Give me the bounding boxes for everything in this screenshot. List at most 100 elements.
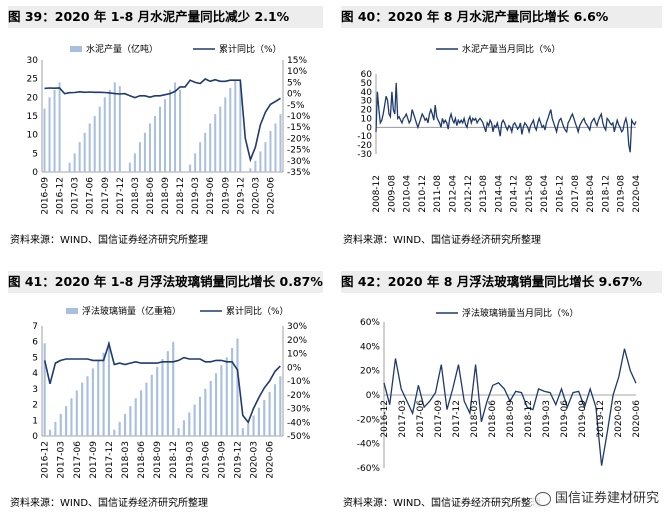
y-tick-label: 50 (361, 79, 373, 89)
bar (118, 86, 121, 172)
bar (273, 384, 277, 436)
bar (166, 351, 169, 436)
x-tick-label: 2018-06 (488, 400, 498, 438)
x-tick-label: 2017-03 (57, 441, 67, 479)
x-tick-label: 2019-06 (201, 441, 211, 479)
left-tick-label: 30 (27, 56, 39, 66)
bar (182, 420, 185, 436)
bar (252, 415, 255, 436)
y-tick-label: 60 (361, 70, 373, 80)
x-tick-label: 2017-12 (116, 177, 126, 215)
y-tick-label: -10 (357, 132, 372, 142)
x-tick-label: 2019-09 (217, 441, 227, 479)
y-tick-label: -30 (357, 150, 372, 160)
x-tick-label: 2018-12 (176, 177, 186, 215)
bar (150, 374, 153, 436)
bar (241, 428, 244, 436)
bar (263, 399, 266, 436)
x-tick-label: 2017-12 (105, 441, 115, 479)
right-tick-label: 15% (287, 56, 307, 66)
bar (133, 153, 136, 172)
x-tick-label: 2016-12 (56, 177, 66, 215)
bar (68, 162, 71, 172)
x-tick-label: 2016-12 (41, 441, 51, 479)
bar (75, 390, 78, 436)
x-tick-label: 2019-03 (542, 400, 552, 438)
left-tick-label: 15 (27, 112, 38, 122)
x-tick-label: 2017-09 (101, 177, 111, 215)
bar (214, 114, 217, 172)
bar (177, 428, 180, 436)
y-tick-label: 20 (361, 106, 373, 116)
x-tick-label: 2012-12 (464, 175, 474, 213)
x-tick-label: 2008-12 (372, 175, 382, 213)
x-tick-label: 2020-06 (266, 177, 276, 215)
x-tick-label: 2019-09 (221, 177, 231, 215)
right-tick-label: -30% (287, 157, 311, 167)
bar (134, 398, 137, 436)
legend-line-label: 累计同比（%） (219, 43, 282, 55)
x-tick-label: 2013-08 (479, 175, 489, 213)
bar (229, 88, 232, 172)
source-chart-41: 资料来源：WIND、国信证券经济研究所整理 (10, 498, 209, 509)
bar (138, 142, 141, 172)
bar (204, 132, 207, 172)
bar (209, 123, 212, 172)
bar (257, 407, 260, 436)
bar (93, 116, 96, 172)
y-tick-label: 0% (366, 391, 381, 401)
bar (129, 406, 132, 436)
bar (234, 80, 237, 172)
y-tick-label: 20% (360, 367, 380, 377)
bar (153, 116, 156, 172)
x-tick-label: 2017-09 (89, 441, 99, 479)
bar (58, 82, 61, 172)
bar (88, 123, 91, 172)
bar (199, 142, 202, 172)
x-tick-label: 2017-08 (571, 175, 581, 213)
left-tick-label: 5 (32, 353, 38, 363)
bar (169, 89, 172, 172)
x-tick-label: 2017-06 (73, 441, 83, 479)
x-tick-label: 2014-04 (494, 175, 504, 213)
x-tick-label: 2019-12 (596, 400, 606, 438)
x-tick-label: 2017-03 (71, 177, 81, 215)
bar (172, 341, 175, 436)
bar (54, 421, 57, 436)
bar (269, 130, 272, 172)
bar (259, 151, 262, 172)
x-tick-label: 2019-03 (191, 177, 201, 215)
bar (148, 123, 151, 172)
x-tick-label: 2018-12 (169, 441, 179, 479)
title-chart-39: 图 39：2020 年 1-8 月水泥产量同比减少 2.1% (8, 6, 323, 28)
x-tick-label: 2020-03 (250, 441, 260, 479)
right-tick-label: -30% (287, 405, 311, 415)
x-tick-label: 2017-09 (434, 400, 444, 438)
bar (103, 97, 106, 172)
bar (274, 123, 277, 172)
right-tick-label: -10% (287, 377, 311, 387)
x-tick-label: 2020-03 (251, 177, 261, 215)
bar (107, 341, 111, 436)
watermark: 国信证券建材研究 (531, 486, 662, 507)
x-tick-label: 2020-06 (266, 441, 276, 479)
line-series (383, 348, 637, 466)
right-tick-label: 5% (287, 78, 302, 88)
bar (128, 162, 131, 172)
y-tick-label: 40% (360, 342, 380, 352)
bar (247, 423, 250, 436)
y-tick-label: 0 (366, 123, 372, 133)
y-tick-label: -20 (357, 141, 372, 151)
x-tick-label: 2019-03 (185, 441, 195, 479)
bar (279, 376, 282, 436)
bar (43, 108, 46, 172)
source-chart-42: 资料来源：WIND、国信证券经济研究所整理 (343, 498, 542, 509)
line-series (44, 78, 281, 163)
y-tick-label: -60% (357, 464, 381, 474)
bar (78, 142, 81, 172)
bar (268, 392, 271, 436)
y-tick-label: 30 (361, 97, 373, 107)
x-tick-label: 2018-12 (601, 175, 611, 213)
bar (198, 396, 202, 436)
title-chart-42: 图 42：2020 年 8 月浮法玻璃销量同比增长 9.67% (341, 271, 662, 293)
